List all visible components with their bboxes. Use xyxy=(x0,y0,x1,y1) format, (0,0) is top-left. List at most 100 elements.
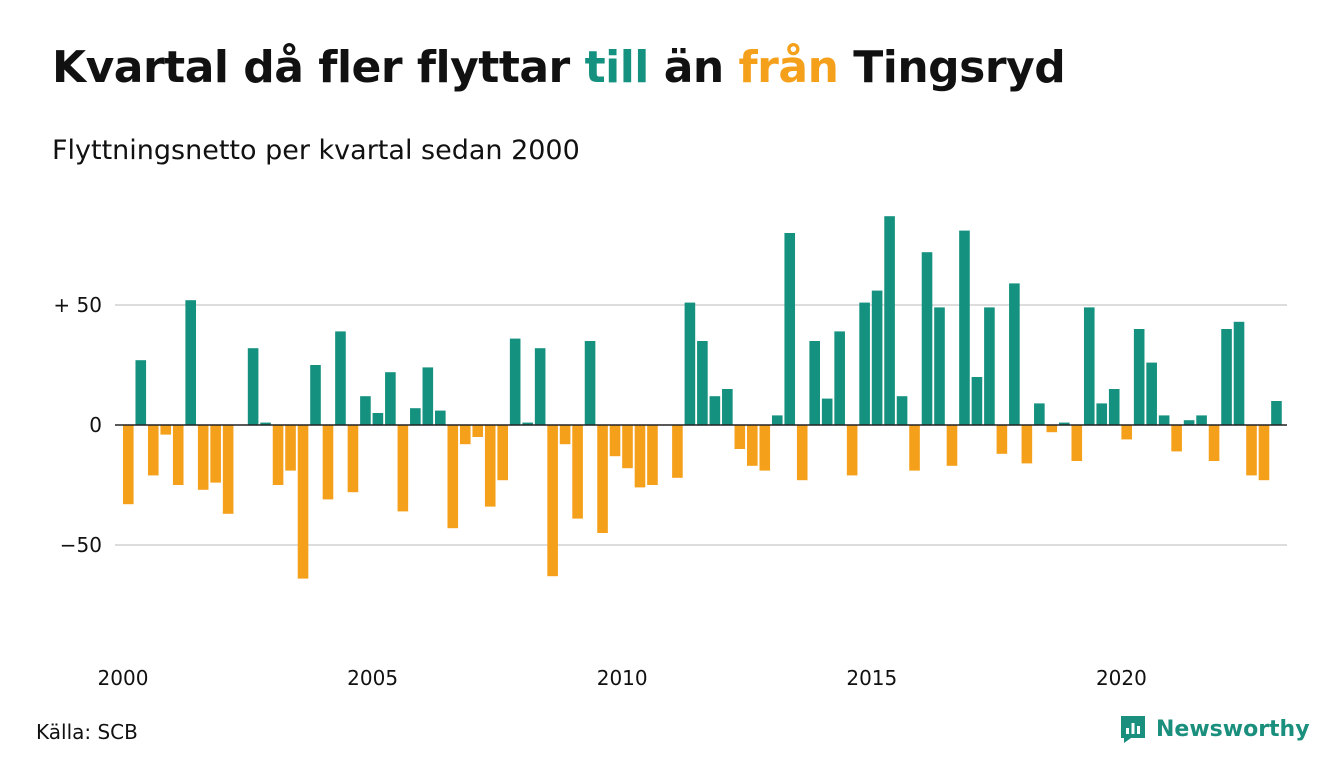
bar xyxy=(1009,283,1020,425)
bar xyxy=(1096,403,1108,425)
bar xyxy=(1171,425,1182,452)
y-tick-label: 0 xyxy=(89,413,102,437)
title-highlight-fran: från xyxy=(738,42,839,93)
bar xyxy=(1158,415,1170,425)
bar xyxy=(584,341,596,425)
bar xyxy=(285,425,296,471)
bar xyxy=(222,425,234,514)
bar xyxy=(609,425,621,457)
bar xyxy=(1208,425,1220,461)
bar xyxy=(1034,403,1045,425)
chart-subtitle: Flyttningsnetto per kvartal sedan 2000 xyxy=(52,135,580,166)
bar xyxy=(385,372,396,425)
bar xyxy=(135,360,147,425)
grid-lines xyxy=(115,304,1287,546)
newsworthy-logo-text: Newsworthy xyxy=(1156,716,1310,742)
bar xyxy=(422,367,434,425)
bar xyxy=(996,425,1008,454)
source-label: Källa: SCB xyxy=(36,720,138,744)
bar xyxy=(971,377,983,425)
bar xyxy=(1046,425,1058,433)
bar xyxy=(859,302,870,425)
bar xyxy=(210,425,221,483)
bar xyxy=(1059,422,1070,425)
bar xyxy=(335,331,346,425)
bar xyxy=(647,425,658,485)
title-part-3: Tingsryd xyxy=(853,42,1066,93)
bar xyxy=(1021,425,1033,464)
x-tick-label: 2015 xyxy=(846,666,897,690)
bar xyxy=(796,425,808,481)
bar xyxy=(347,425,359,493)
bar xyxy=(1258,425,1270,481)
bar xyxy=(197,425,209,490)
title-part-2: än xyxy=(663,42,725,93)
chart-title: Kvartal då fler flyttar till än från Tin… xyxy=(52,42,1066,93)
y-tick-label: −50 xyxy=(60,533,102,557)
bar xyxy=(247,348,259,425)
bar xyxy=(734,425,746,449)
bar xyxy=(959,230,970,425)
bar xyxy=(484,425,496,507)
bar xyxy=(1196,415,1207,425)
y-tick-label: + 50 xyxy=(53,293,102,317)
bar xyxy=(435,410,446,425)
bar xyxy=(397,425,409,512)
bar xyxy=(534,348,546,425)
bar xyxy=(834,331,845,425)
bar xyxy=(1183,420,1195,425)
bar xyxy=(297,425,309,579)
bar xyxy=(472,425,484,437)
bar xyxy=(1146,362,1157,425)
bar xyxy=(572,425,583,519)
bar xyxy=(172,425,184,485)
bar xyxy=(984,307,995,425)
x-tick-label: 2010 xyxy=(597,666,648,690)
bar xyxy=(747,425,758,466)
title-part-1: Kvartal då fler flyttar xyxy=(52,42,570,93)
bar xyxy=(1233,321,1245,425)
bar xyxy=(909,425,920,471)
bar xyxy=(147,425,159,476)
bar xyxy=(310,365,321,425)
bar xyxy=(821,398,833,425)
bar xyxy=(1108,389,1120,425)
newsworthy-logo-icon xyxy=(1121,716,1145,743)
bar xyxy=(1133,329,1145,425)
bar xyxy=(697,341,708,425)
bar xyxy=(921,252,933,425)
bar xyxy=(771,415,783,425)
bar xyxy=(1083,307,1095,425)
bar xyxy=(759,425,771,471)
bar xyxy=(559,425,571,445)
bar xyxy=(1271,401,1282,425)
axes: + 50 0 −50 2000 2005 2010 2015 2020 xyxy=(53,293,1287,690)
bar xyxy=(809,341,820,425)
bar xyxy=(946,425,958,466)
bar xyxy=(622,425,633,469)
bar xyxy=(372,413,384,425)
x-tick-label: 2005 xyxy=(347,666,398,690)
bar xyxy=(322,425,334,500)
bar xyxy=(709,396,721,425)
bar xyxy=(634,425,646,488)
bar xyxy=(410,408,421,425)
bar xyxy=(1221,329,1232,425)
bar xyxy=(722,389,733,425)
bar xyxy=(522,422,533,425)
bar xyxy=(884,216,895,425)
bar xyxy=(672,425,683,478)
bar xyxy=(934,307,945,425)
bar xyxy=(260,422,271,425)
bar xyxy=(447,425,459,529)
bar xyxy=(896,396,908,425)
bar xyxy=(1071,425,1083,461)
bar xyxy=(185,300,196,425)
newsworthy-logo: Newsworthy xyxy=(1118,714,1310,744)
bar xyxy=(547,425,558,577)
bar xyxy=(509,338,521,425)
bar xyxy=(123,425,134,505)
x-tick-label: 2000 xyxy=(98,666,149,690)
bar xyxy=(497,425,508,481)
